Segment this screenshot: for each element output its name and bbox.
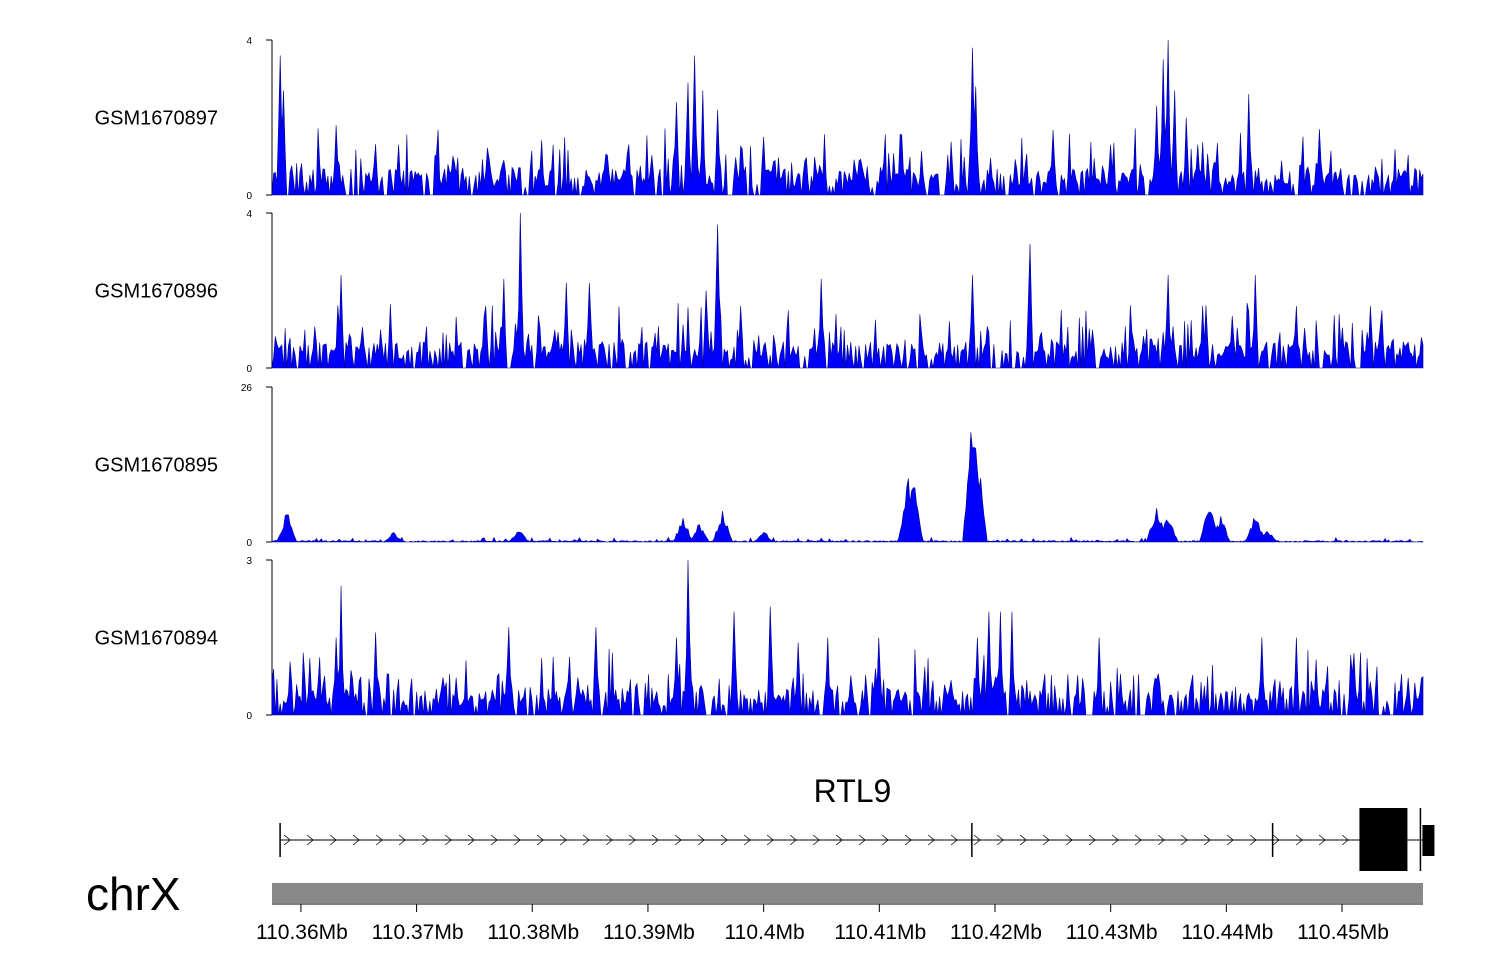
track-name-label: GSM1670895: [95, 455, 218, 477]
strand-arrow: [1341, 834, 1349, 846]
strand-arrow: [1318, 834, 1326, 846]
strand-arrow: [513, 834, 521, 846]
strand-arrow: [996, 834, 1004, 846]
data-tracks: GSM167089740GSM167089640GSM1670895260GSM…: [95, 36, 1424, 722]
y-tick-max-label: 4: [246, 209, 252, 220]
strand-arrow: [1272, 834, 1280, 846]
strand-arrow: [329, 834, 337, 846]
strand-arrow: [835, 834, 843, 846]
strand-arrow: [536, 834, 544, 846]
strand-arrow: [582, 834, 590, 846]
track-GSM1670896: GSM1670896 4 0: [95, 209, 1424, 375]
strand-arrow: [674, 834, 682, 846]
strand-arrow: [467, 834, 475, 846]
strand-arrow: [766, 834, 774, 846]
strand-arrow: [651, 834, 659, 846]
strand-arrow: [605, 834, 613, 846]
strand-arrow: [1042, 834, 1050, 846]
signal-area-GSM1670895: [271, 432, 1424, 543]
track-GSM1670897: GSM1670897 4 0: [95, 36, 1424, 202]
strand-arrow: [1180, 834, 1188, 846]
exon-block: [1359, 808, 1408, 871]
strand-arrow: [697, 834, 705, 846]
strand-arrow: [1226, 834, 1234, 846]
exon-block: [1422, 825, 1435, 856]
strand-arrow: [927, 834, 935, 846]
x-tick-label: 110.4Mb: [725, 921, 805, 944]
strand-arrow: [812, 834, 820, 846]
strand-arrow: [1111, 834, 1119, 846]
signal-area-GSM1670894: [271, 559, 1424, 716]
x-tick-label: 110.39Mb: [603, 921, 695, 944]
strand-arrow: [973, 834, 981, 846]
strand-arrow: [1203, 834, 1211, 846]
x-tick-label: 110.45Mb: [1297, 921, 1389, 944]
strand-arrow: [490, 834, 498, 846]
strand-arrow: [352, 834, 360, 846]
track-name-label: GSM1670897: [95, 108, 218, 130]
track-GSM1670895: GSM1670895 26 0: [95, 383, 1424, 549]
x-tick-label: 110.38Mb: [487, 921, 579, 944]
track-name-label: GSM1670896: [95, 281, 218, 303]
track-GSM1670894: GSM1670894 3 0: [95, 556, 1424, 722]
strand-arrow: [1157, 834, 1165, 846]
x-tick-label: 110.37Mb: [372, 921, 464, 944]
chromosome-axis-track: chrX 110.36Mb 110.37Mb 110.38Mb 110.39Mb 110…: [86, 868, 1423, 944]
strand-arrow: [720, 834, 728, 846]
signal-area-GSM1670897: [271, 39, 1424, 196]
strand-arrow: [743, 834, 751, 846]
strand-arrow: [858, 834, 866, 846]
y-tick-max-label: 4: [246, 36, 252, 47]
strand-arrow: [904, 834, 912, 846]
y-tick-min-label: 0: [246, 711, 252, 722]
chromosome-bar: [272, 883, 1423, 903]
strand-arrow: [950, 834, 958, 846]
y-tick-max-label: 26: [241, 383, 253, 394]
strand-arrow: [1019, 834, 1027, 846]
strand-arrow: [283, 834, 291, 846]
strand-arrow: [1249, 834, 1257, 846]
strand-arrow: [789, 834, 797, 846]
strand-arrow: [1065, 834, 1073, 846]
gene-model-track: RTL9: [279, 773, 1435, 871]
x-tick-label: 110.41Mb: [834, 921, 926, 944]
strand-arrow: [398, 834, 406, 846]
x-tick-label: 110.44Mb: [1181, 921, 1273, 944]
strand-arrow: [1134, 834, 1142, 846]
strand-arrow: [628, 834, 636, 846]
y-tick-min-label: 0: [246, 191, 252, 202]
signal-area-GSM1670896: [271, 212, 1424, 369]
strand-arrow: [559, 834, 567, 846]
x-tick-label: 110.43Mb: [1066, 921, 1158, 944]
chromosome-name-label: chrX: [86, 868, 181, 920]
gene-name-label: RTL9: [814, 773, 892, 809]
track-name-label: GSM1670894: [95, 628, 218, 650]
y-tick-min-label: 0: [246, 364, 252, 375]
strand-arrow: [881, 834, 889, 846]
x-tick-label: 110.36Mb: [256, 921, 348, 944]
strand-arrow: [1088, 834, 1096, 846]
strand-arrow: [444, 834, 452, 846]
y-tick-max-label: 3: [246, 556, 252, 567]
x-tick-label: 110.42Mb: [950, 921, 1042, 944]
strand-arrow: [375, 834, 383, 846]
y-tick-min-label: 0: [246, 538, 252, 549]
strand-arrow: [421, 834, 429, 846]
strand-arrow: [1295, 834, 1303, 846]
strand-arrow: [306, 834, 314, 846]
